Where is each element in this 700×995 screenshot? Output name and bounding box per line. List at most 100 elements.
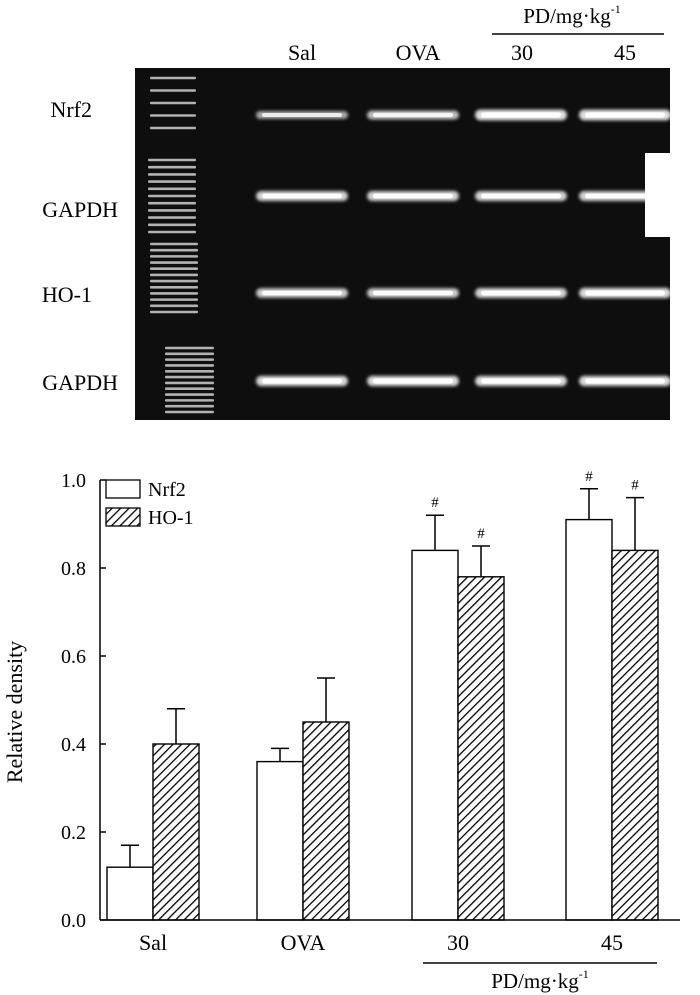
bar-ho1-ova — [302, 721, 350, 921]
gel-ladder-band — [150, 298, 198, 301]
gel-panel: Sal OVA 30 45 PD/mg·kg-1 Nrf2 GAPDH HO-1… — [42, 2, 671, 420]
gel-band-core — [481, 193, 561, 199]
y-axis: 0.0 0.2 0.4 0.6 0.8 1.0 — [61, 470, 106, 932]
gel-ladder-band — [165, 352, 214, 356]
y-tick-label: 0.6 — [61, 646, 86, 668]
gel-ladder-band — [165, 381, 214, 385]
bar-nrf2-30 — [411, 549, 459, 921]
gel-ladder-band — [150, 267, 198, 271]
gel-row-label-gapdh-2: GAPDH — [42, 370, 118, 395]
gel-ladder-band — [148, 180, 196, 183]
gel-ladder-band — [148, 223, 196, 227]
gel-pd-label-main: PD/mg·kg — [523, 4, 611, 28]
legend-swatch-nrf2 — [105, 479, 141, 499]
gel-ladder-band — [150, 76, 196, 80]
significance-mark: # — [477, 526, 485, 542]
gel-row-label-nrf2: Nrf2 — [50, 97, 92, 122]
x-tick-label: 30 — [447, 930, 469, 955]
gel-ladder-band — [165, 399, 214, 402]
gel-ladder-band — [165, 393, 214, 396]
gel-ladder-band — [148, 216, 196, 219]
y-tick-label: 0.0 — [61, 910, 86, 932]
legend: Nrf2 HO-1 — [105, 479, 194, 529]
gel-ladder-band — [165, 387, 214, 391]
y-axis-title: Relative density — [2, 641, 27, 783]
gel-ladder-band — [150, 292, 198, 295]
gel-ladder-band — [150, 285, 198, 289]
gel-band-core — [585, 193, 665, 199]
bar-ho1-sal — [152, 743, 200, 921]
gel-strip — [135, 237, 670, 339]
significance-mark: # — [585, 469, 593, 485]
bar-nrf2-sal — [106, 866, 154, 921]
x-axis: Sal OVA 30 45 — [100, 919, 680, 955]
gel-ladder-band — [150, 126, 196, 130]
gel-lane-label-sal: Sal — [288, 40, 316, 65]
gel-ladder-band — [148, 165, 196, 169]
gel-ladder-band — [165, 410, 214, 414]
legend-label-ho1: HO-1 — [148, 507, 194, 529]
gel-band-core — [481, 112, 561, 118]
bar-chart: Relative density 0.00.20.40.60.81.0 ####… — [2, 469, 680, 993]
gel-band-core — [373, 193, 453, 199]
gel-band-core — [262, 113, 342, 117]
gel-ladder-band — [165, 364, 214, 367]
gel-lane-label-30: 30 — [511, 40, 533, 65]
gel-ladder-band — [150, 101, 196, 105]
gel-ladder-band — [148, 201, 196, 205]
gel-ladder-band — [150, 255, 198, 258]
gel-band-core — [373, 290, 453, 296]
bars: # # # # — [106, 469, 659, 921]
gel-strips — [135, 68, 671, 420]
gel-pd-label-sup: -1 — [611, 2, 621, 16]
gel-band-core — [481, 290, 561, 296]
group-label: PD/mg·kg-1 — [491, 967, 589, 993]
x-tick-label: OVA — [281, 930, 326, 955]
gel-ladder-band — [148, 209, 196, 212]
y-tick-label: 0.8 — [61, 558, 86, 580]
bar-nrf2-45 — [565, 518, 613, 921]
gel-band-core — [481, 378, 561, 384]
gel-ladder-band — [150, 261, 198, 264]
gel-ladder-band — [148, 158, 196, 162]
gel-band-core — [262, 378, 342, 384]
bar-nrf2-ova — [256, 760, 304, 921]
gel-row-label-gapdh-1: GAPDH — [42, 197, 118, 222]
gel-ladder-band — [148, 173, 196, 176]
gel-lane-label-ova: OVA — [396, 40, 441, 65]
gel-ladder-band — [150, 273, 198, 277]
y-tick-label: 1.0 — [61, 470, 86, 492]
gel-band-core — [585, 112, 665, 118]
gel-ladder-band — [150, 279, 198, 283]
gel-row-label-ho1: HO-1 — [42, 282, 92, 307]
gel-ladder-band — [150, 114, 196, 117]
gel-ladder-band — [150, 248, 198, 252]
gel-lane-label-45: 45 — [614, 40, 636, 65]
legend-swatch-ho1 — [105, 507, 141, 527]
significance-mark: # — [631, 478, 639, 494]
gel-ladder-band — [150, 89, 196, 92]
y-tick-label: 0.4 — [61, 734, 86, 756]
gel-ladder-band — [148, 187, 196, 191]
gel-ladder-band — [165, 404, 214, 408]
gel-ladder-band — [148, 230, 196, 234]
gel-ladder-band — [150, 304, 198, 308]
gel-strip — [135, 68, 670, 153]
y-tick-label: 0.2 — [61, 822, 86, 844]
gel-pd-label: PD/mg·kg-1 — [523, 2, 621, 28]
gel-ladder-band — [165, 369, 214, 373]
gel-band-core — [373, 378, 453, 384]
gel-band-core — [373, 112, 453, 118]
gel-ladder-band — [165, 346, 214, 350]
gel-band-core — [585, 290, 665, 296]
gel-band-core — [585, 378, 665, 384]
group-label-main: PD/mg·kg — [491, 969, 579, 993]
group-label-sup: -1 — [579, 967, 589, 981]
x-tick-label: 45 — [601, 930, 623, 955]
legend-label-nrf2: Nrf2 — [148, 479, 186, 501]
gel-band-core — [262, 193, 342, 199]
gel-ladder-band — [150, 310, 198, 314]
gel-ladder-band — [150, 242, 198, 246]
bar-ho1-30 — [457, 576, 505, 921]
